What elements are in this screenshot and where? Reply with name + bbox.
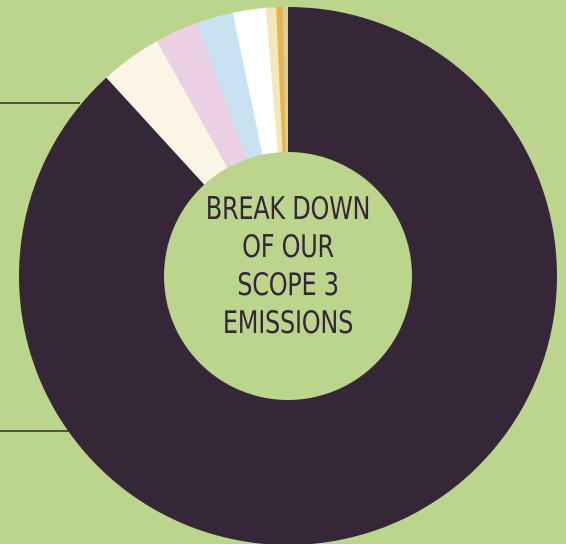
center-title-line-4: EMISSIONS <box>222 305 354 341</box>
center-title-line-2: OF OUR <box>242 229 334 265</box>
center-title: BREAK DOWN OF OUR SCOPE 3 EMISSIONS <box>193 190 382 342</box>
donut-center <box>164 152 412 400</box>
center-title-line-3: SCOPE 3 <box>237 267 339 303</box>
center-title-line-1: BREAK DOWN <box>205 191 371 227</box>
